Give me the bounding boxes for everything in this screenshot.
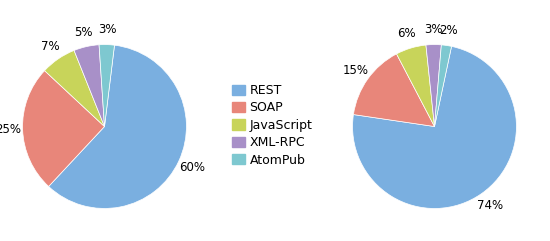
Text: 7%: 7% [41, 40, 59, 53]
Wedge shape [397, 45, 435, 127]
Text: 3%: 3% [424, 23, 443, 36]
Wedge shape [74, 45, 104, 127]
Text: 3%: 3% [98, 23, 117, 36]
Wedge shape [23, 71, 104, 187]
Text: 6%: 6% [397, 27, 416, 40]
Text: 60%: 60% [179, 161, 205, 174]
Text: 74%: 74% [477, 199, 503, 212]
Legend: REST, SOAP, JavaScript, XML-RPC, AtomPub: REST, SOAP, JavaScript, XML-RPC, AtomPub [229, 81, 315, 169]
Wedge shape [48, 45, 186, 208]
Text: 2%: 2% [439, 24, 458, 37]
Text: 25%: 25% [0, 123, 21, 136]
Wedge shape [354, 54, 435, 127]
Wedge shape [353, 46, 516, 208]
Wedge shape [45, 50, 104, 127]
Wedge shape [99, 45, 114, 127]
Wedge shape [434, 45, 452, 127]
Text: 15%: 15% [343, 64, 368, 77]
Text: 5%: 5% [74, 26, 92, 39]
Wedge shape [426, 45, 441, 127]
